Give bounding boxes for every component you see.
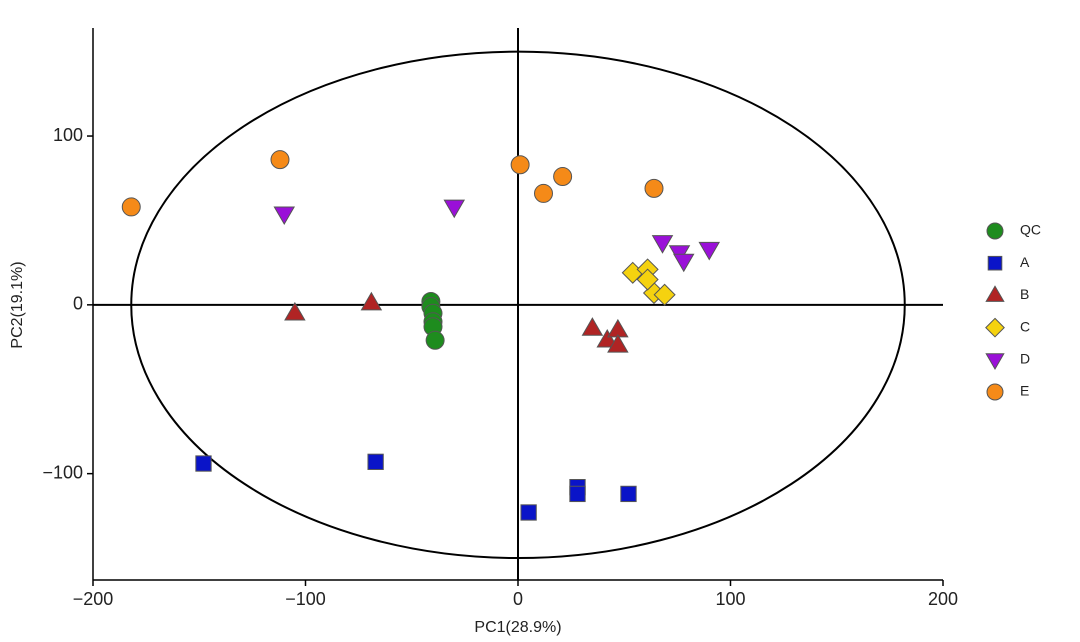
point <box>672 253 695 273</box>
point <box>270 150 290 170</box>
x-tick-label: 0 <box>513 589 523 609</box>
point <box>367 453 384 470</box>
point <box>607 334 629 353</box>
point <box>284 301 306 321</box>
point <box>520 504 537 521</box>
legend-marker <box>985 353 1005 370</box>
y-axis-title: PC2(19.1%) <box>9 261 26 348</box>
legend-label: B <box>1020 286 1029 302</box>
point <box>651 235 674 254</box>
legend-label: C <box>1020 318 1030 334</box>
point <box>273 206 296 226</box>
point <box>195 455 212 472</box>
point <box>581 317 604 336</box>
point <box>596 328 619 348</box>
legend-marker <box>985 285 1005 302</box>
point <box>553 167 573 187</box>
point <box>569 485 586 503</box>
x-tick-label: 200 <box>928 589 958 609</box>
point <box>636 268 659 291</box>
legend-label: D <box>1020 351 1030 367</box>
legend-marker <box>985 317 1005 338</box>
y-tick-label: 100 <box>53 125 83 145</box>
point <box>698 241 721 261</box>
point <box>653 283 676 306</box>
point <box>360 291 383 311</box>
point <box>620 485 637 503</box>
x-tick-label: −100 <box>285 589 326 609</box>
legend-label: A <box>1020 254 1030 270</box>
point <box>121 197 141 217</box>
point <box>534 183 553 203</box>
x-tick-label: −200 <box>73 589 114 609</box>
legend-marker <box>986 383 1004 401</box>
y-tick-label: −100 <box>42 462 83 482</box>
point <box>425 330 445 350</box>
legend-marker <box>986 222 1004 240</box>
x-tick-label: 100 <box>715 589 745 609</box>
point <box>644 178 664 198</box>
legend-label: E <box>1020 383 1029 399</box>
legend-label: QC <box>1020 222 1041 238</box>
x-axis-title: PC1(28.9%) <box>474 619 561 636</box>
legend-marker <box>987 255 1003 271</box>
point <box>510 155 530 175</box>
point <box>443 199 466 219</box>
y-tick-label: 0 <box>73 294 83 314</box>
